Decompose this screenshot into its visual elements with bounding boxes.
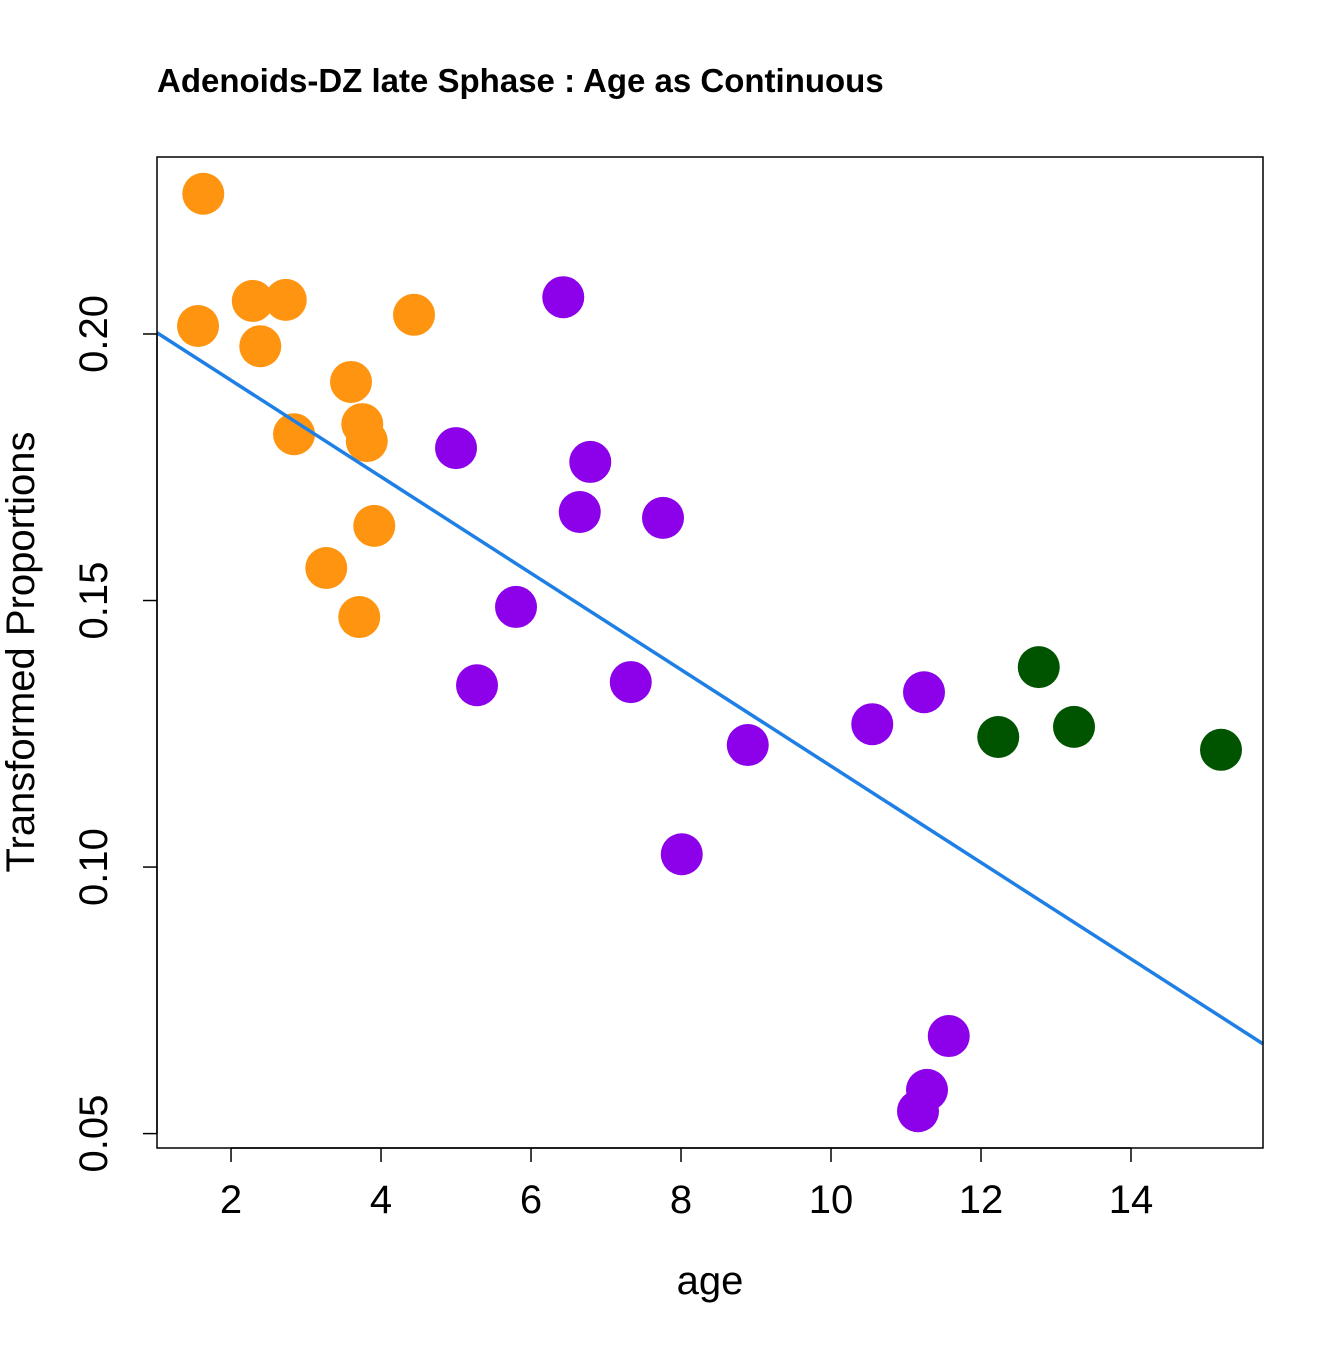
data-point-purple-group	[642, 496, 685, 539]
x-tick-label: 2	[220, 1178, 242, 1222]
points-layer	[177, 172, 1243, 1133]
data-point-orange-group	[345, 420, 388, 463]
data-point-purple-group	[927, 1015, 970, 1058]
x-tick-label: 14	[1109, 1178, 1154, 1222]
y-tick-label: 0.15	[72, 562, 116, 640]
data-point-purple-group	[609, 661, 652, 704]
y-tick-label: 0.10	[72, 828, 116, 906]
data-point-green-group	[1053, 705, 1096, 748]
data-point-purple-group	[435, 427, 478, 470]
data-point-orange-group	[330, 360, 373, 403]
data-point-purple-group	[456, 664, 499, 707]
data-point-purple-group	[558, 491, 601, 534]
x-tick-label: 8	[670, 1178, 692, 1222]
data-point-purple-group	[542, 276, 585, 319]
y-tick-label: 0.05	[72, 1095, 116, 1173]
data-point-orange-group	[353, 504, 396, 547]
data-point-green-group	[1017, 646, 1060, 689]
data-point-orange-group	[273, 413, 316, 456]
x-tick-label: 6	[520, 1178, 542, 1222]
data-point-orange-group	[231, 279, 274, 322]
regression-line	[156, 331, 1264, 1046]
data-point-purple-group	[726, 723, 769, 766]
y-axis-label: Transformed Proportions	[0, 432, 43, 873]
data-point-orange-group	[264, 278, 307, 321]
chart-title: Adenoids-DZ late Sphase : Age as Continu…	[157, 62, 884, 99]
y-axis: 0.05 0.10 0.15 0.20	[72, 295, 158, 1173]
x-axis: 2 4 6 8 10 12 14	[220, 1147, 1154, 1222]
data-point-orange-group	[338, 596, 381, 639]
data-point-purple-group	[903, 671, 946, 714]
x-axis-label: age	[677, 1259, 744, 1303]
data-point-orange-group	[239, 325, 282, 368]
data-point-orange-group	[393, 293, 436, 336]
data-point-orange-group	[182, 172, 225, 215]
data-point-purple-group	[851, 703, 894, 746]
x-tick-label: 4	[370, 1178, 392, 1222]
data-point-orange-group	[177, 304, 220, 347]
data-point-purple-group	[569, 440, 612, 483]
data-point-purple-group	[897, 1090, 940, 1133]
y-tick-label: 0.20	[72, 295, 116, 373]
x-tick-label: 12	[959, 1178, 1004, 1222]
plot-frame	[156, 156, 1264, 1149]
data-point-purple-group	[495, 585, 538, 628]
x-tick-label: 10	[809, 1178, 854, 1222]
data-point-green-group	[977, 715, 1020, 758]
data-point-green-group	[1200, 728, 1243, 771]
data-point-purple-group	[660, 833, 703, 876]
data-point-orange-group	[305, 547, 348, 590]
